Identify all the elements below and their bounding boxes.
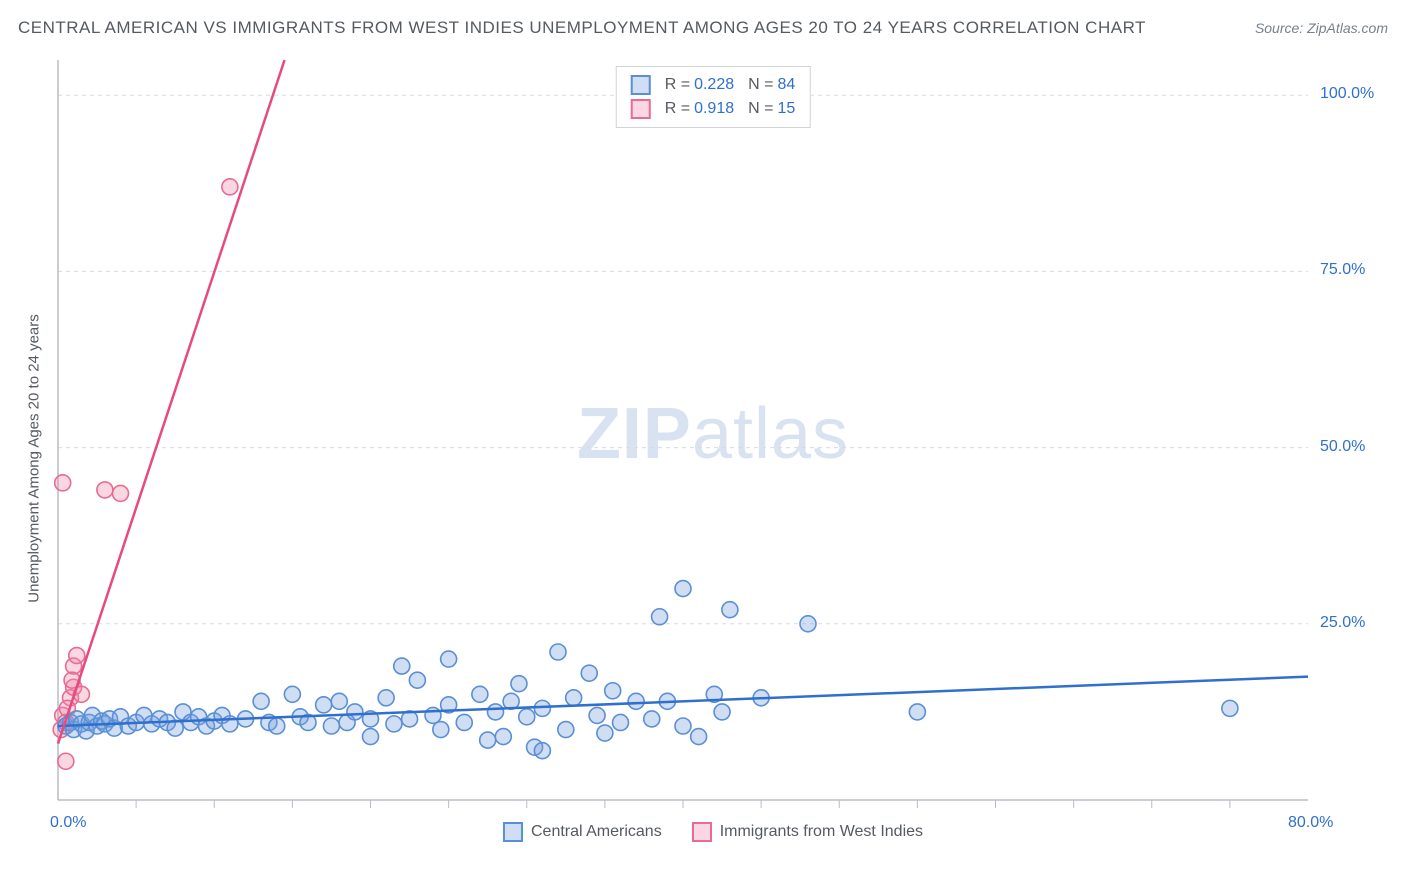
- x-tick-1: 80.0%: [1288, 814, 1333, 832]
- r-value-2: 0.918: [694, 100, 734, 117]
- y-tick-3: 100.0%: [1320, 85, 1374, 103]
- chart-title: CENTRAL AMERICAN VS IMMIGRANTS FROM WEST…: [18, 18, 1146, 38]
- stats-row-1: R =0.228 N =84: [631, 73, 796, 97]
- n-value-2: 15: [777, 100, 795, 117]
- legend-swatch-blue: [503, 822, 523, 842]
- legend-swatch-blue: [631, 75, 651, 95]
- legend-item-1: Central Americans: [503, 822, 662, 842]
- x-tick-0: 0.0%: [50, 814, 86, 832]
- r-label: R =: [665, 100, 690, 117]
- r-value-1: 0.228: [694, 76, 734, 93]
- n-label: N =: [748, 76, 773, 93]
- y-tick-2: 75.0%: [1320, 261, 1365, 279]
- stats-legend: R =0.228 N =84 R =0.918 N =15: [616, 66, 811, 128]
- n-value-1: 84: [777, 76, 795, 93]
- legend-label-1: Central Americans: [531, 823, 662, 841]
- bottom-legend: Central Americans Immigrants from West I…: [503, 822, 923, 842]
- n-label: N =: [748, 100, 773, 117]
- legend-label-2: Immigrants from West Indies: [720, 823, 923, 841]
- scatter-plot: [48, 60, 1378, 840]
- legend-item-2: Immigrants from West Indies: [692, 822, 923, 842]
- y-axis-label: Unemployment Among Ages 20 to 24 years: [26, 314, 43, 603]
- y-tick-0: 25.0%: [1320, 614, 1365, 632]
- legend-swatch-pink: [692, 822, 712, 842]
- y-tick-1: 50.0%: [1320, 438, 1365, 456]
- r-label: R =: [665, 76, 690, 93]
- source-label: Source: ZipAtlas.com: [1255, 20, 1388, 36]
- legend-swatch-pink: [631, 99, 651, 119]
- chart-area: Unemployment Among Ages 20 to 24 years Z…: [48, 60, 1378, 840]
- stats-row-2: R =0.918 N =15: [631, 97, 796, 121]
